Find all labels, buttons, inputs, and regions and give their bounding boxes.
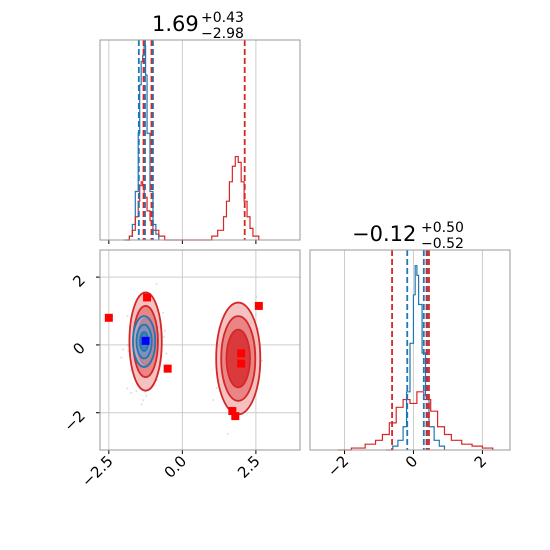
scatter-sample-126 [162, 336, 165, 339]
hist-br-tick-label-x-1: 0 [402, 452, 421, 471]
scatter-sample-84 [121, 348, 124, 351]
scatter-tick-label-x-2: 2.5 [234, 452, 264, 482]
scatter-tick-label-x-0: −2.5 [78, 452, 116, 490]
scatter-frame [99, 249, 301, 451]
title-bottom-right-value: −0.12 [352, 222, 416, 246]
scatter-sample-30 [140, 403, 143, 406]
red-point-1 [143, 293, 152, 302]
hist-br-frame [309, 249, 511, 451]
contour-red-1-level-2 [225, 328, 251, 389]
histogram-panel-top-left [99, 39, 301, 244]
scatter-sample-132 [126, 315, 129, 318]
scatter-sample-6 [165, 352, 168, 355]
red-point-0 [104, 313, 113, 322]
scatter-tick-label-y-2: 2 [69, 271, 88, 290]
title-bottom-right: −0.12 +0.50 −0.52 [352, 220, 464, 252]
title-bottom-right-lower: −0.52 [421, 236, 464, 252]
histogram-panel-bottom-right: −2 0 2 [309, 249, 511, 480]
title-top-left: 1.69 +0.43 −2.98 [152, 10, 244, 42]
scatter-sample-10 [126, 387, 129, 390]
scatter-tick-label-y-0: −2 [60, 407, 88, 435]
scatter-sample-134 [162, 311, 165, 314]
scatter-sample-141 [254, 313, 257, 316]
hist-tl-frame [99, 39, 301, 241]
red-point-2 [163, 364, 172, 373]
red-point-5 [237, 359, 246, 368]
scatter-sample-88 [145, 394, 148, 397]
title-top-left-lower: −2.98 [201, 26, 244, 42]
hist-br-series-red-1 [337, 391, 494, 451]
blue-point-0 [141, 336, 150, 345]
scatter-sample-89 [255, 296, 258, 299]
red-point-7 [231, 412, 240, 421]
scatter-sample-12 [142, 399, 145, 402]
scatter-sample-129 [260, 359, 263, 362]
scatter-sample-14 [155, 282, 158, 285]
scatter-tick-label-y-1: 0 [69, 339, 88, 358]
scatter-sample-44 [130, 391, 133, 394]
hist-br-tick-label-x-0: −2 [324, 452, 352, 480]
title-top-left-value: 1.69 [152, 12, 199, 36]
hist-br-series-blue-0 [385, 265, 446, 451]
scatter-sample-128 [126, 344, 129, 347]
title-bottom-right-upper: +0.50 [421, 220, 464, 236]
scatter-panel-bottom-left: −2.5 0.0 2.5 −2 0 2 [60, 249, 301, 491]
scatter-sample-38 [135, 390, 138, 393]
scatter-sample-139 [212, 398, 215, 401]
scatter-sample-45 [215, 386, 218, 389]
red-point-4 [237, 349, 246, 358]
title-top-left-upper: +0.43 [201, 10, 244, 26]
hist-br-tick-label-x-2: 2 [471, 452, 490, 471]
scatter-sample-68 [163, 329, 166, 332]
scatter-tick-label-x-1: 0.0 [161, 452, 191, 482]
scatter-sample-70 [120, 356, 123, 359]
red-point-6 [228, 407, 237, 416]
scatter-sample-81 [226, 432, 229, 435]
red-point-3 [254, 301, 263, 310]
